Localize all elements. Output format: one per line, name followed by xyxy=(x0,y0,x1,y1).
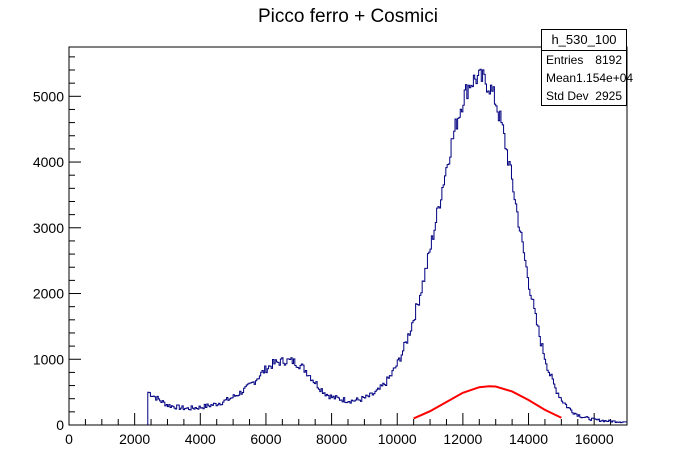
stats-row-entries: Entries 8192 xyxy=(542,51,626,69)
tick-labels: 0 2000 4000 6000 8000 10000 12000 14000 16000 0 10… xyxy=(33,88,614,447)
axes xyxy=(68,46,628,426)
stats-label: Mean xyxy=(546,71,577,85)
x-tick-label: 12000 xyxy=(443,431,482,447)
x-tick-label: 6000 xyxy=(250,431,281,447)
x-tick-label: 16000 xyxy=(575,431,614,447)
stats-label: Entries xyxy=(546,53,584,67)
y-tick-label: 1000 xyxy=(33,351,64,367)
x-tick-label: 14000 xyxy=(509,431,548,447)
y-tick-label: 3000 xyxy=(33,220,64,236)
x-tick-label: 2000 xyxy=(119,431,150,447)
y-tick-label: 0 xyxy=(56,417,64,433)
stats-histogram-name: h_530_100 xyxy=(542,30,626,51)
x-tick-label: 4000 xyxy=(185,431,216,447)
stats-label: Std Dev xyxy=(546,89,589,103)
stats-box: h_530_100 Entries 8192 Mean 1.154e+04 St… xyxy=(541,29,633,106)
fit-curve xyxy=(413,385,562,420)
stats-row-stddev: Std Dev 2925 xyxy=(542,87,626,105)
data-series xyxy=(147,68,627,425)
stats-value: 1.154e+04 xyxy=(576,71,634,85)
chart-title: Picco ferro + Cosmici xyxy=(257,6,439,27)
y-tick-label: 4000 xyxy=(33,154,64,170)
x-tick-label: 8000 xyxy=(316,431,347,447)
stats-value: 2925 xyxy=(595,89,622,103)
stats-value: 8192 xyxy=(595,53,622,67)
x-tick-label: 0 xyxy=(65,431,73,447)
x-tick-label: 10000 xyxy=(378,431,417,447)
stats-row-mean: Mean 1.154e+04 xyxy=(542,69,633,87)
y-tick-label: 5000 xyxy=(33,88,64,104)
y-tick-label: 2000 xyxy=(33,286,64,302)
histogram-line xyxy=(147,68,627,425)
